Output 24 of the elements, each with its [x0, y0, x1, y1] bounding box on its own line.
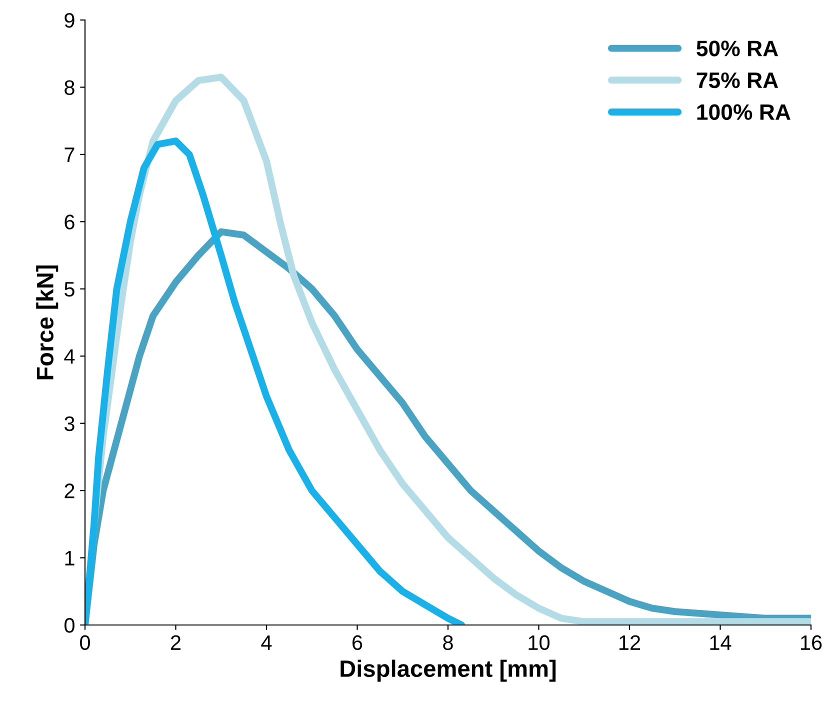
legend-label: 100% RA [697, 104, 790, 120]
x-tick-label: 4 [261, 635, 272, 650]
x-axis-title: Displacement [mm] [340, 660, 556, 682]
y-tick-label: 9 [64, 13, 74, 28]
legend-label: 50% RA [696, 40, 778, 56]
y-tick-label: 6 [64, 214, 74, 230]
y-tick-label: 3 [64, 416, 74, 432]
y-tick-label: 7 [64, 148, 74, 162]
y-tick-label: 8 [64, 80, 74, 95]
y-axis-title: Force [kN] [36, 265, 58, 380]
x-tick-label: 14 [710, 635, 732, 650]
x-tick-label: 0 [80, 635, 90, 650]
y-tick-label: 4 [64, 349, 75, 364]
y-tick-label: 2 [64, 484, 74, 498]
legend-label: 75% RA [696, 72, 778, 88]
y-tick-label: 5 [64, 282, 74, 297]
x-tick-label: 16 [801, 635, 822, 650]
y-tick-label: 0 [64, 618, 74, 633]
x-tick-label: 12 [620, 635, 640, 650]
x-tick-label: 10 [528, 635, 550, 650]
y-tick-label: 1 [65, 550, 74, 566]
x-tick-label: 8 [443, 635, 453, 650]
x-tick-label: 2 [171, 635, 180, 650]
x-tick-label: 6 [352, 635, 362, 650]
